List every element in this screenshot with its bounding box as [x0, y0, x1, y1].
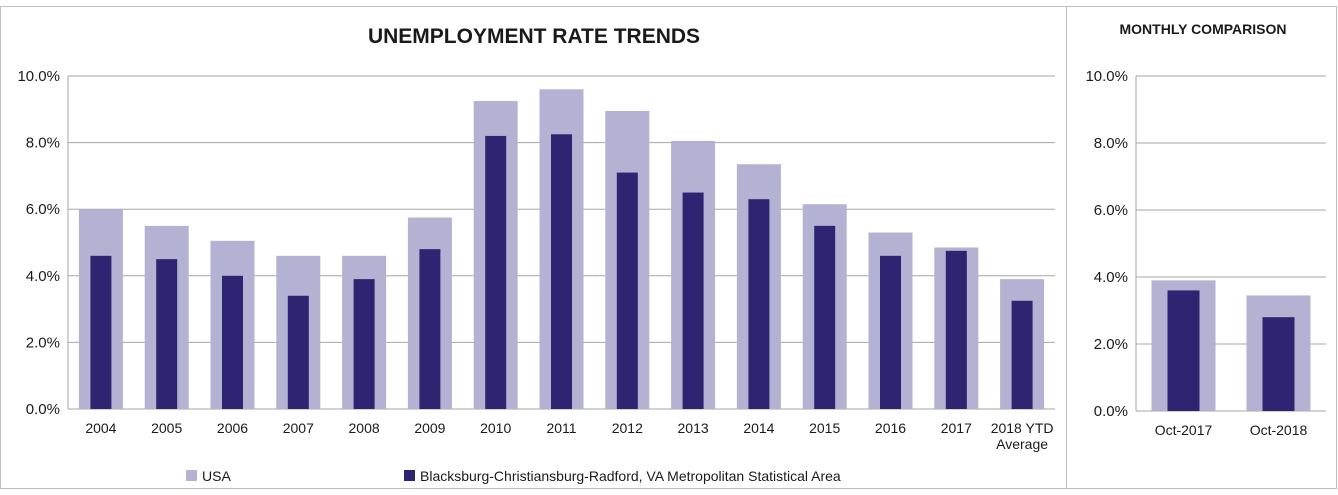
x-tick-label: 2014 [743, 420, 774, 436]
main-chart-title: UNEMPLOYMENT RATE TRENDS [368, 25, 700, 48]
y-tick-label: 6.0% [26, 201, 60, 218]
bar-msa [156, 259, 178, 409]
side-x-tick-labels: Oct-2017 Oct-2018 [1155, 422, 1308, 438]
bar-msa [90, 255, 112, 409]
bar-msa [814, 225, 836, 409]
legend-usa-swatch [186, 470, 197, 481]
legend-msa-swatch [404, 470, 415, 481]
y-tick-label: 4.0% [26, 268, 60, 285]
x-tick-label: 2004 [85, 420, 116, 436]
main-x-tick-labels: 2004 2005 2006 2007 2008 2009 2010 2011 2012 2013… [85, 420, 1053, 452]
x-tick-label: 2016 [875, 420, 906, 436]
x-tick-label: 2006 [217, 420, 248, 436]
bar-msa [419, 249, 441, 409]
y-tick-label: 2.0% [1094, 336, 1128, 353]
side-bars [1151, 280, 1311, 411]
legend-usa-label: USA [202, 468, 231, 484]
x-tick-label: 2008 [349, 420, 380, 436]
bar-msa [287, 295, 309, 409]
y-tick-label: 8.0% [26, 135, 60, 152]
bar-msa [880, 255, 901, 409]
main-bars [78, 89, 1045, 409]
x-tick-label: 2018 YTD Average [991, 420, 1054, 452]
bar-msa [1167, 290, 1200, 411]
legend: USA Blacksburg-Christiansburg-Radford, V… [186, 468, 841, 484]
y-tick-label: 0.0% [26, 401, 60, 418]
x-tick-label: 2009 [414, 420, 445, 436]
main-y-tick-labels: 0.0% 2.0% 4.0% 6.0% 8.0% 10.0% [17, 68, 60, 418]
y-tick-label: 0.0% [1094, 403, 1128, 420]
bar-msa [1011, 300, 1033, 409]
x-tick-label: Oct-2017 [1155, 422, 1213, 438]
bar-msa [616, 172, 638, 409]
x-tick-label: 2011 [546, 420, 576, 436]
bar-msa [682, 192, 704, 409]
bar-msa [551, 134, 572, 409]
y-tick-label: 4.0% [1094, 269, 1128, 286]
x-tick-label: 2012 [612, 420, 643, 436]
x-tick-label: 2017 [941, 420, 972, 436]
x-tick-label: 2013 [678, 420, 709, 436]
bar-msa [485, 135, 507, 409]
y-tick-label: 2.0% [26, 334, 60, 351]
x-tick-label: 2010 [480, 420, 511, 436]
x-tick-label: Oct-2018 [1250, 422, 1308, 438]
y-tick-label: 10.0% [17, 68, 60, 85]
chart-border-right [1066, 6, 1337, 489]
bar-msa [222, 275, 243, 409]
monthly-chart-title: MONTHLY COMPARISON [1120, 21, 1287, 37]
bar-msa [945, 250, 967, 409]
legend-msa-label: Blacksburg-Christiansburg-Radford, VA Me… [420, 468, 841, 484]
side-y-tick-labels: 0.0% 2.0% 4.0% 6.0% 8.0% 10.0% [1085, 68, 1128, 420]
x-tick-label: 2007 [283, 420, 314, 436]
bar-msa [748, 199, 770, 409]
y-tick-label: 10.0% [1085, 68, 1128, 85]
y-tick-label: 6.0% [1094, 202, 1128, 219]
bar-msa [353, 279, 375, 409]
x-tick-label: 2015 [809, 420, 840, 436]
x-tick-label: 2005 [151, 420, 182, 436]
bar-msa [1262, 317, 1295, 411]
y-tick-label: 8.0% [1094, 135, 1128, 152]
